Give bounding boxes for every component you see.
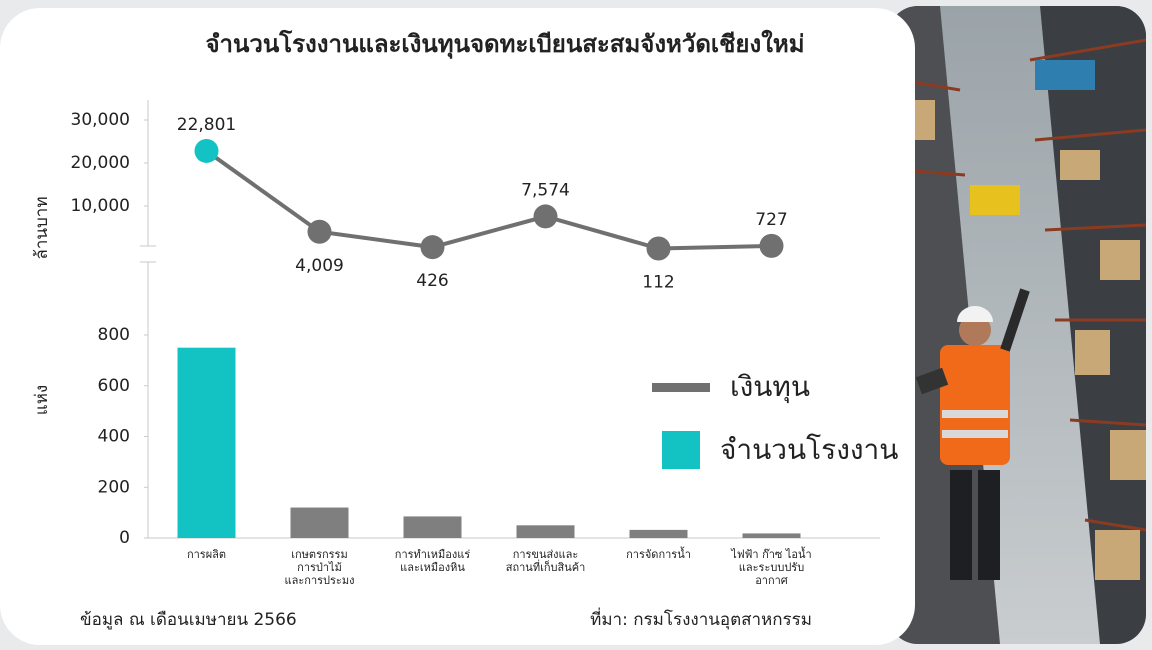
legend-label: เงินทุน [730, 370, 810, 404]
bar [290, 507, 349, 538]
y-tick-label: 30,000 [71, 110, 130, 130]
data-label: 112 [642, 273, 674, 293]
point [646, 236, 671, 261]
bar [177, 347, 236, 538]
line [205, 149, 772, 251]
y-axis-title: ล้านบาท [32, 196, 52, 259]
x-tick-label: ไฟฟ้า ก๊าซ ไอน้ำ และระบบปรับ อากาศ [731, 548, 812, 587]
source: ที่มา: กรมโรงงานอุตสาหกรรม [590, 607, 812, 630]
bar [403, 516, 462, 538]
point [194, 138, 219, 163]
y-tick-label: 20,000 [71, 153, 130, 173]
x-tick-label: การจัดการน้ำ [626, 548, 691, 561]
y-tick-label: 0 [119, 528, 130, 548]
x-tick-label: เกษตรกรรม การป่าไม้ และการประมง [284, 548, 355, 587]
y-tick-label: 10,000 [71, 196, 130, 216]
y-tick-label: 200 [98, 477, 130, 497]
y-tick-label: 800 [98, 325, 130, 345]
legend-swatch [652, 383, 710, 392]
footnote: ข้อมูล ณ เดือนเมษายน 2566 [80, 610, 297, 630]
data-label: 727 [755, 210, 787, 230]
y-tick-label: 400 [98, 427, 130, 447]
data-label: 7,574 [521, 180, 570, 200]
legend-swatch [662, 431, 700, 469]
x-tick-label: การขนส่งและ สถานที่เก็บสินค้า [505, 548, 586, 574]
point [307, 219, 332, 244]
y-tick-label: 600 [98, 376, 130, 396]
point [533, 204, 558, 229]
point [420, 235, 445, 260]
data-label: 22,801 [177, 115, 236, 135]
photo [888, 6, 1146, 644]
chart-title: จำนวนโรงงานและเงินทุนจดทะเบียนสะสมจังหวั… [205, 29, 804, 60]
bar [629, 529, 688, 538]
x-tick-label: การทำเหมืองแร่ และเหมืองหิน [394, 548, 471, 574]
x-tick-label: การผลิต [186, 548, 227, 561]
y-axis-title: แห่ง [32, 385, 52, 415]
data-label: 4,009 [295, 256, 344, 276]
point [759, 233, 784, 258]
bar [516, 525, 575, 538]
legend-label: จำนวนโรงงาน [720, 433, 898, 466]
bar [742, 533, 801, 538]
data-label: 426 [416, 271, 448, 291]
